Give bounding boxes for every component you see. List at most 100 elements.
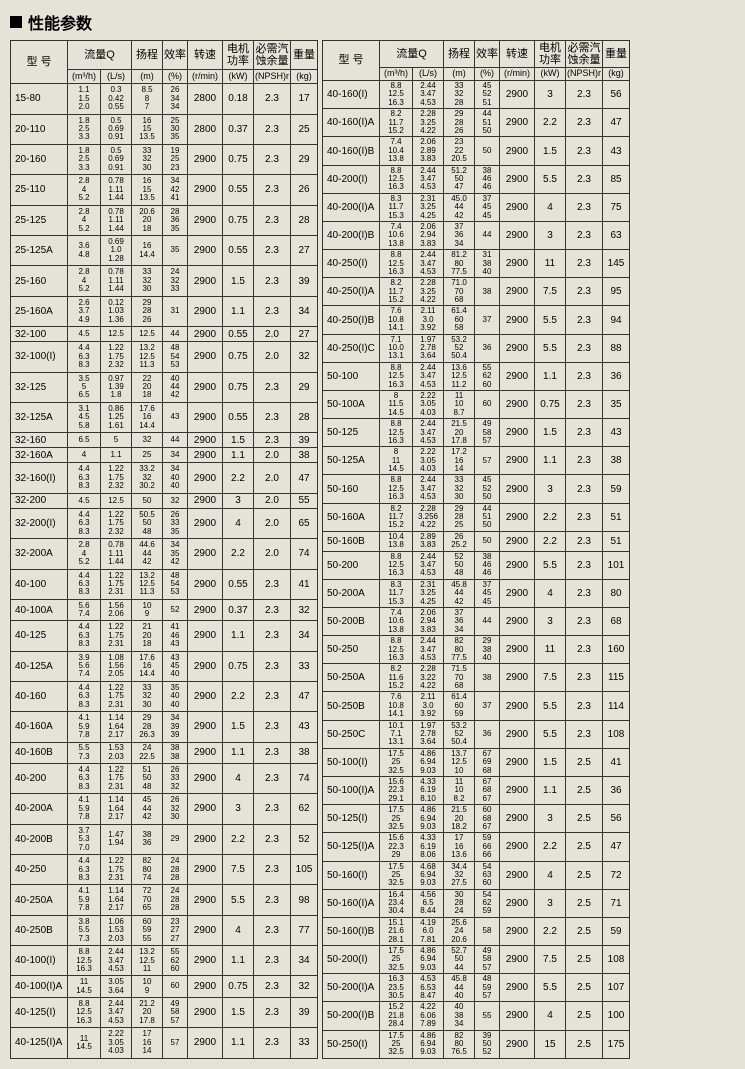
cell-kw: 0.75 <box>223 144 254 174</box>
cell-ls: 2.283.254.22 <box>413 109 444 137</box>
cell-kw: 5.5 <box>535 306 566 334</box>
cell-npsh: 2.3 <box>566 636 603 664</box>
cell-rpm: 2900 <box>500 917 535 945</box>
cell-head: 17.21614 <box>444 447 475 475</box>
cell-m3h: 4.46.38.3 <box>68 569 101 599</box>
cell-m3h: 811.514.5 <box>380 390 413 418</box>
cell-model: 32-200A <box>11 539 68 569</box>
cell-kg: 41 <box>291 569 318 599</box>
cell-npsh: 2.3 <box>254 712 291 742</box>
table-row: 32-100(I)4.46.38.31.221.752.3213.212.511… <box>11 342 318 372</box>
cell-rpm: 2900 <box>188 599 223 620</box>
cell-rpm: 2900 <box>188 508 223 538</box>
table-row: 25-125A3.64.80.691.01.281614.43529000.55… <box>11 235 318 265</box>
cell-npsh: 2.0 <box>254 539 291 569</box>
cell-eff: 43 <box>163 402 188 432</box>
cell-rpm: 2900 <box>500 137 535 165</box>
cell-kw: 15 <box>535 1030 566 1058</box>
cell-m3h: 3.95.67.4 <box>68 651 101 681</box>
cell-ls: 2.443.474.53 <box>413 250 444 278</box>
cell-ls: 4.336.198.06 <box>413 833 444 861</box>
cell-npsh: 2.3 <box>566 419 603 447</box>
cell-kg: 34 <box>291 296 318 326</box>
table-row: 40-200(I)8.812.516.32.443.474.5351.25047… <box>323 165 630 193</box>
cell-model: 40-125A <box>11 651 68 681</box>
cell-npsh: 2.3 <box>566 362 603 390</box>
cell-head: 292826.3 <box>132 712 163 742</box>
cell-kg: 39 <box>291 997 318 1027</box>
cell-m3h: 3.64.8 <box>68 235 101 265</box>
hdr-head-unit: (m) <box>444 68 475 81</box>
hdr-head: 扬程 <box>132 41 163 70</box>
cell-kg: 43 <box>603 419 630 447</box>
cell-npsh: 2.0 <box>254 327 291 342</box>
cell-model: 32-200 <box>11 493 68 508</box>
cell-eff: 36 <box>475 720 500 748</box>
cell-model: 40-100(I)A <box>11 976 68 997</box>
cell-eff: 455251 <box>475 81 500 109</box>
cell-rpm: 2900 <box>500 109 535 137</box>
cell-eff: 44 <box>163 327 188 342</box>
cell-model: 50-200A <box>323 579 380 607</box>
cell-npsh: 2.3 <box>566 607 603 635</box>
cell-head: 373634 <box>444 221 475 249</box>
cell-model: 50-100(I)A <box>323 776 380 804</box>
cell-kw: 1.1 <box>223 296 254 326</box>
cell-m3h: 7.410.613.8 <box>380 221 413 249</box>
spec-table-left: 型 号流量Q扬程效率转速电机功率必需汽蚀余量重量(m³/h)(L/s)(m)(%… <box>10 40 318 1059</box>
cell-kg: 28 <box>291 402 318 432</box>
cell-npsh: 2.3 <box>254 114 291 144</box>
hdr-weight-unit: (kg) <box>603 68 630 81</box>
cell-ls: 12.5 <box>101 493 132 508</box>
cell-kg: 47 <box>291 681 318 711</box>
cell-rpm: 2900 <box>500 503 535 531</box>
cell-m3h: 17.52532.5 <box>380 1030 413 1058</box>
cell-model: 40-250(I) <box>323 250 380 278</box>
hdr-weight-unit: (kg) <box>291 70 318 84</box>
cell-head: 171614 <box>132 1028 163 1059</box>
table-row: 32-125A3.14.55.80.861.251.6117.61614.443… <box>11 402 318 432</box>
cell-model: 32-100(I) <box>11 342 68 372</box>
cell-rpm: 2900 <box>188 1028 223 1059</box>
cell-eff: 263434 <box>163 84 188 114</box>
cell-rpm: 2900 <box>188 742 223 763</box>
cell-kg: 85 <box>603 165 630 193</box>
cell-kg: 29 <box>291 372 318 402</box>
cell-kw: 1.5 <box>223 712 254 742</box>
cell-m3h: 1.82.53.3 <box>68 144 101 174</box>
cell-kg: 94 <box>603 306 630 334</box>
cell-rpm: 2900 <box>188 448 223 463</box>
hdr-weight: 重量 <box>603 41 630 68</box>
cell-rpm: 2900 <box>188 175 223 205</box>
cell-rpm: 2900 <box>500 692 535 720</box>
hdr-power-unit: (kW) <box>223 70 254 84</box>
cell-kg: 74 <box>291 539 318 569</box>
cell-kw: 11 <box>535 250 566 278</box>
cell-m3h: 17.52532.5 <box>380 805 413 833</box>
cell-kw: 1.1 <box>223 1028 254 1059</box>
cell-kw: 7.5 <box>535 278 566 306</box>
table-row: 40-2504.46.38.31.221.752.318280742428282… <box>11 855 318 885</box>
cell-head: 454442 <box>132 794 163 824</box>
cell-model: 50-200 <box>323 551 380 579</box>
table-row: 40-160B5.57.31.532.032422.5383829001.12.… <box>11 742 318 763</box>
cell-kw: 0.55 <box>223 175 254 205</box>
table-row: 50-125A81114.52.223.054.0317.21614572900… <box>323 447 630 475</box>
cell-ls: 1.562.06 <box>101 599 132 620</box>
cell-eff: 263230 <box>163 794 188 824</box>
cell-kw: 1.1 <box>535 362 566 390</box>
hdr-flow: 流量Q <box>68 41 132 70</box>
cell-npsh: 2.3 <box>254 997 291 1027</box>
cell-model: 32-200(I) <box>11 508 68 538</box>
cell-model: 40-160(I) <box>323 81 380 109</box>
table-row: 32-200(I)4.46.38.31.221.752.3250.5504826… <box>11 508 318 538</box>
cell-kg: 105 <box>291 855 318 885</box>
cell-head: 3836 <box>132 824 163 854</box>
cell-head: 17.61614.4 <box>132 651 163 681</box>
cell-npsh: 2.3 <box>566 503 603 531</box>
cell-npsh: 2.3 <box>566 250 603 278</box>
cell-head: 13.212.511.3 <box>132 342 163 372</box>
cell-model: 50-125 <box>323 419 380 447</box>
cell-kw: 2.2 <box>223 539 254 569</box>
cell-npsh: 2.3 <box>566 221 603 249</box>
